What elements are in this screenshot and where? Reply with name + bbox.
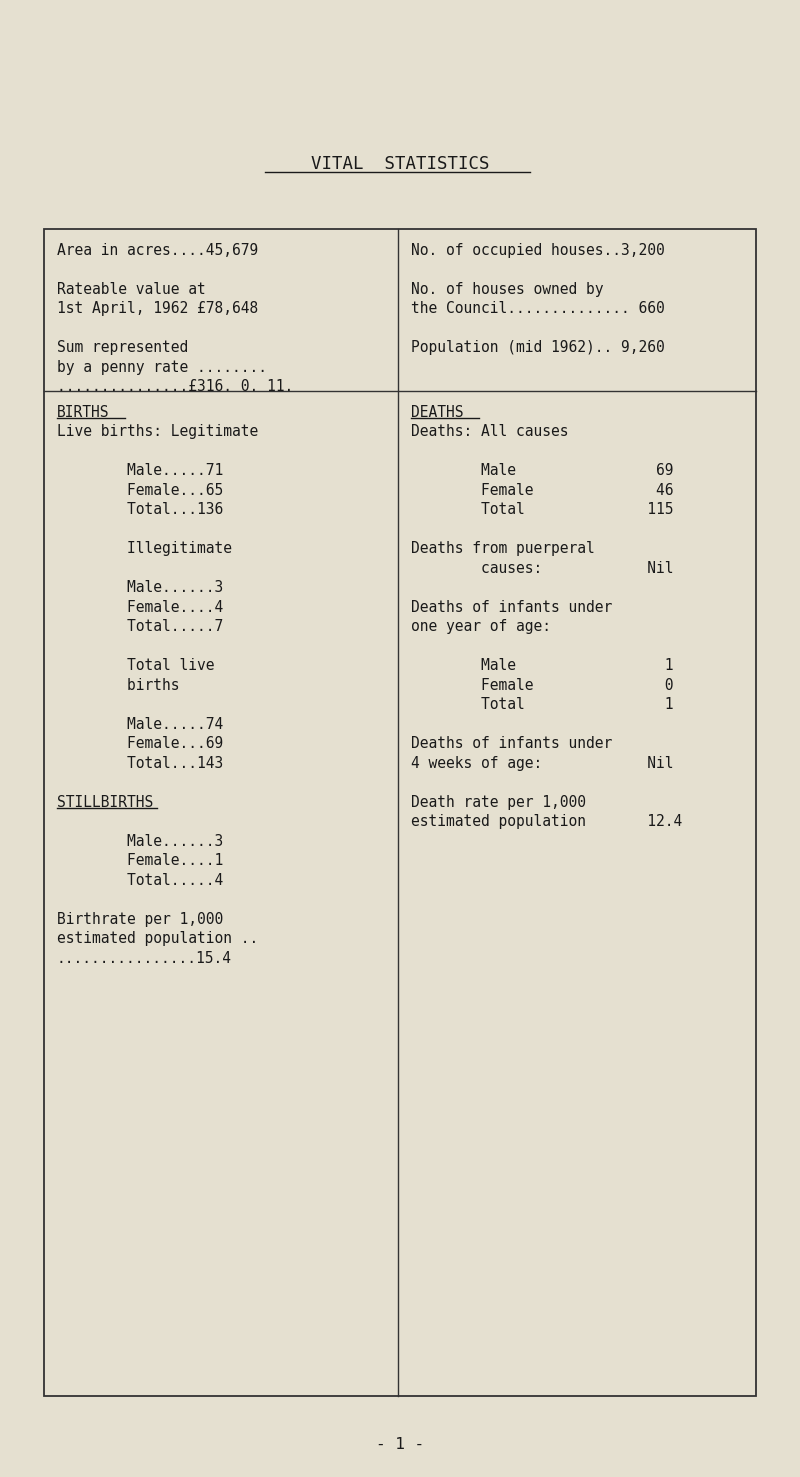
Text: causes:            Nil: causes: Nil <box>410 561 673 576</box>
Text: the Council.............. 660: the Council.............. 660 <box>410 301 664 316</box>
Text: Total              115: Total 115 <box>410 502 673 517</box>
Text: Total live: Total live <box>57 659 214 674</box>
Text: DEATHS: DEATHS <box>410 405 463 421</box>
Text: by a penny rate ........: by a penny rate ........ <box>57 360 267 375</box>
Text: Total...136: Total...136 <box>57 502 223 517</box>
Text: ...............£316. 0. 11.: ...............£316. 0. 11. <box>57 380 294 394</box>
Text: births: births <box>57 678 179 693</box>
Text: 1st April, 1962 £78,648: 1st April, 1962 £78,648 <box>57 301 258 316</box>
Text: estimated population       12.4: estimated population 12.4 <box>410 814 682 830</box>
Text: Deaths: All causes: Deaths: All causes <box>410 424 568 439</box>
Text: No. of houses owned by: No. of houses owned by <box>410 282 603 297</box>
Text: Female....4: Female....4 <box>57 600 223 614</box>
Text: Female              46: Female 46 <box>410 483 673 498</box>
Text: Population (mid 1962).. 9,260: Population (mid 1962).. 9,260 <box>410 340 664 356</box>
Text: Male                69: Male 69 <box>410 464 673 479</box>
Text: Illegitimate: Illegitimate <box>57 542 232 557</box>
Text: ................15.4: ................15.4 <box>57 951 232 966</box>
Text: VITAL  STATISTICS: VITAL STATISTICS <box>310 155 490 173</box>
Text: Male.....71: Male.....71 <box>57 464 223 479</box>
Text: estimated population ..: estimated population .. <box>57 932 258 947</box>
Text: Female               0: Female 0 <box>410 678 673 693</box>
Text: Total.....4: Total.....4 <box>57 873 223 888</box>
Text: Total.....7: Total.....7 <box>57 619 223 635</box>
Text: Rateable value at: Rateable value at <box>57 282 206 297</box>
Text: Female....1: Female....1 <box>57 854 223 868</box>
Text: BIRTHS: BIRTHS <box>57 405 110 421</box>
Text: Birthrate per 1,000: Birthrate per 1,000 <box>57 911 223 928</box>
Text: 4 weeks of age:            Nil: 4 weeks of age: Nil <box>410 756 673 771</box>
Text: No. of occupied houses..3,200: No. of occupied houses..3,200 <box>410 242 664 258</box>
Text: Live births: Legitimate: Live births: Legitimate <box>57 424 258 439</box>
Bar <box>44 229 756 1396</box>
Text: Deaths from puerperal: Deaths from puerperal <box>410 542 594 557</box>
Text: Deaths of infants under: Deaths of infants under <box>410 737 612 752</box>
Text: Total...143: Total...143 <box>57 756 223 771</box>
Text: one year of age:: one year of age: <box>410 619 550 635</box>
Text: Area in acres....45,679: Area in acres....45,679 <box>57 242 258 258</box>
Text: STILLBIRTHS: STILLBIRTHS <box>57 795 154 809</box>
Text: Total                1: Total 1 <box>410 697 673 712</box>
Text: - 1 -: - 1 - <box>376 1437 424 1452</box>
Text: Death rate per 1,000: Death rate per 1,000 <box>410 795 586 809</box>
Text: Male......3: Male......3 <box>57 835 223 849</box>
Text: Female...65: Female...65 <box>57 483 223 498</box>
Text: Male                 1: Male 1 <box>410 659 673 674</box>
Text: Male......3: Male......3 <box>57 580 223 595</box>
Text: Male.....74: Male.....74 <box>57 716 223 733</box>
Text: Female...69: Female...69 <box>57 737 223 752</box>
Text: Sum represented: Sum represented <box>57 340 188 356</box>
Text: Deaths of infants under: Deaths of infants under <box>410 600 612 614</box>
